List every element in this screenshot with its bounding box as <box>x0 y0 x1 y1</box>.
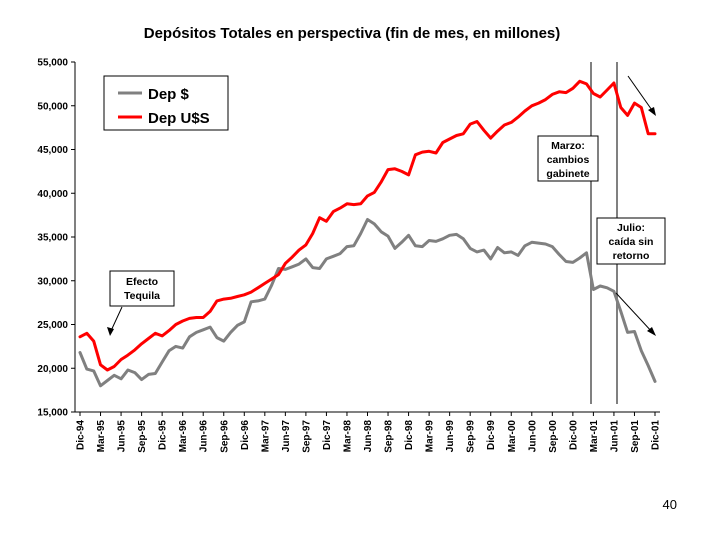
x-tick-label: Jun-00 <box>527 420 538 453</box>
arrowhead-icon <box>647 327 656 336</box>
x-tick-label: Mar-97 <box>260 420 271 453</box>
chart-title: Depósitos Totales en perspectiva (fin de… <box>144 25 561 42</box>
y-tick-label: 40,000 <box>37 189 68 200</box>
series-lines <box>78 79 657 388</box>
legend-box <box>103 75 229 131</box>
x-tick-label: Mar-00 <box>507 420 518 453</box>
y-tick-label: 45,000 <box>37 145 68 156</box>
series-line-dep-d <box>78 218 657 388</box>
legend-label-dep-usd: Dep U$S <box>148 110 210 127</box>
annotation-text: retorno <box>613 250 650 262</box>
x-tick-label: Dic-99 <box>486 420 497 450</box>
legend-label-dep-pesos: Dep $ <box>148 86 190 103</box>
annotation-box <box>596 217 666 265</box>
y-tick-label: 25,000 <box>37 320 68 331</box>
annotation-text: Tequila <box>124 290 160 302</box>
x-tick-label: Mar-01 <box>589 420 600 453</box>
annotation-text: Efecto <box>126 276 158 288</box>
x-tick-label: Jun-97 <box>281 420 292 453</box>
annotation-efecto-tequila: Efecto Tequila <box>107 270 175 336</box>
annotation-text: Julio: <box>617 222 645 234</box>
trend-arrows <box>615 75 656 336</box>
y-tick-label: 15,000 <box>37 408 68 419</box>
x-tick-label: Jun-01 <box>609 420 620 453</box>
annotation-text: gabinete <box>546 168 589 180</box>
annotation-marzo: Marzo: cambios gabinete <box>537 135 599 182</box>
x-tick-label: Sep-00 <box>548 420 559 453</box>
annotation-julio: Julio: caída sin retorno <box>596 217 666 265</box>
annotation-box <box>109 270 175 307</box>
x-tick-label: Mar-95 <box>96 420 107 453</box>
x-axis-ticks: Dic-94 Mar-95 Jun-95 Sep-95 Dic-95 Mar-96 Jun-… <box>76 412 662 453</box>
y-axis-ticks: 15,000 20,000 25,000 30,000 35,000 40,000 45,0… <box>37 58 75 419</box>
x-tick-label: Jun-95 <box>117 420 128 453</box>
x-tick-label: Jun-98 <box>363 420 374 453</box>
x-tick-label: Sep-95 <box>137 420 148 453</box>
x-tick-label: Sep-98 <box>384 420 395 453</box>
annotation-text: caída sin <box>609 236 654 248</box>
annotation-box <box>537 135 599 182</box>
x-tick-label: Sep-99 <box>466 420 477 453</box>
arrowhead-icon <box>648 107 656 116</box>
y-tick-label: 20,000 <box>37 364 68 375</box>
y-tick-label: 55,000 <box>37 58 68 69</box>
arrowhead-icon <box>107 327 114 336</box>
x-tick-label: Sep-97 <box>301 420 312 453</box>
x-tick-label: Dic-00 <box>568 420 579 450</box>
y-tick-label: 50,000 <box>37 101 68 112</box>
x-tick-label: Jun-96 <box>199 420 210 453</box>
y-tick-label: 35,000 <box>37 233 68 244</box>
x-tick-label: Dic-01 <box>651 420 662 450</box>
x-tick-label: Jun-99 <box>445 420 456 453</box>
annotation-text: Marzo: <box>551 140 585 152</box>
x-tick-label: Sep-96 <box>219 420 230 453</box>
x-tick-label: Mar-99 <box>425 420 436 453</box>
annotation-text: cambios <box>547 154 590 166</box>
arrow-upper <box>627 75 655 114</box>
x-tick-label: Mar-98 <box>342 420 353 453</box>
arrow-lower <box>615 292 654 334</box>
x-tick-label: Dic-98 <box>404 420 415 450</box>
x-tick-label: Dic-97 <box>322 420 333 450</box>
x-tick-label: Dic-95 <box>158 420 169 450</box>
x-tick-label: Dic-94 <box>76 420 87 450</box>
y-tick-label: 30,000 <box>37 276 68 287</box>
x-tick-label: Dic-96 <box>240 420 251 450</box>
legend: Dep $ Dep U$S <box>103 75 229 131</box>
x-tick-label: Mar-96 <box>178 420 189 453</box>
x-tick-label: Sep-01 <box>630 420 641 453</box>
slide-number: 40 <box>663 497 677 512</box>
series-line-dep-uds <box>78 79 657 372</box>
